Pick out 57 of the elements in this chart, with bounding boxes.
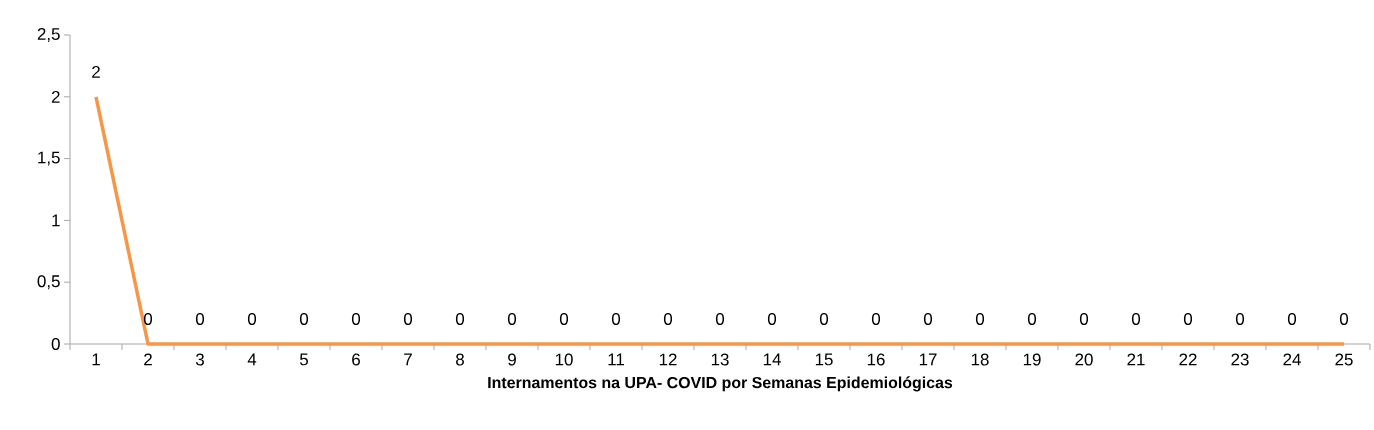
- x-tick-label: 20: [1075, 353, 1093, 366]
- x-axis-title: Internamentos na UPA- COVID por Semanas Epidemiológicas: [488, 376, 953, 392]
- data-label: 0: [403, 312, 413, 325]
- x-tick-label: 21: [1127, 353, 1145, 366]
- x-tick-label: 23: [1231, 353, 1249, 366]
- x-tick-label: 17: [919, 353, 937, 366]
- x-tick-label: 6: [352, 353, 360, 366]
- data-label: 0: [1183, 312, 1193, 325]
- x-tick-label: 1: [92, 353, 100, 366]
- data-label: 0: [247, 312, 257, 325]
- y-tick-label: 2,5: [37, 28, 60, 42]
- data-label: 0: [1235, 312, 1245, 325]
- x-tick-label: 19: [1023, 353, 1041, 366]
- x-tick-label: 14: [763, 353, 781, 366]
- y-tick-label: 0,5: [37, 275, 60, 290]
- data-label: 0: [299, 312, 309, 325]
- y-tick-label: 1: [52, 214, 60, 227]
- x-tick-label: 24: [1283, 353, 1301, 366]
- data-label: 0: [1287, 312, 1297, 325]
- data-label: 0: [351, 312, 361, 325]
- x-tick-label: 4: [247, 353, 257, 366]
- x-tick-label: 18: [971, 353, 989, 366]
- data-label: 0: [611, 312, 621, 325]
- data-label: 0: [715, 312, 725, 325]
- y-tick-label: 0: [51, 338, 60, 350]
- data-label: 0: [1131, 312, 1141, 325]
- data-label: 0: [1079, 312, 1089, 325]
- x-tick-label: 22: [1179, 353, 1197, 366]
- x-tick-label: 12: [659, 353, 677, 366]
- x-tick-label: 9: [508, 353, 516, 366]
- data-label: 0: [923, 312, 933, 325]
- x-tick-label: 16: [867, 353, 885, 366]
- x-tick-label: 10: [555, 353, 573, 366]
- data-label: 0: [455, 312, 465, 325]
- data-label: 0: [1027, 312, 1037, 325]
- data-label: 0: [871, 312, 881, 325]
- data-label: 2: [92, 65, 100, 78]
- data-label: 0: [767, 312, 777, 325]
- data-label: 0: [663, 312, 673, 325]
- y-tick-label: 1,5: [38, 151, 60, 166]
- x-tick-label: 15: [815, 353, 833, 366]
- x-tick-label: 5: [299, 353, 308, 366]
- data-label: 0: [143, 312, 153, 325]
- y-tick-label: 2: [51, 90, 60, 103]
- x-tick-label: 7: [404, 353, 412, 366]
- x-tick-label: 2: [144, 353, 152, 366]
- x-tick-label: 8: [456, 353, 464, 366]
- x-tick-label: 11: [608, 353, 624, 366]
- x-tick-label: 13: [711, 353, 729, 366]
- data-label: 0: [1339, 312, 1349, 325]
- x-tick-label: 3: [195, 353, 204, 366]
- data-label: 0: [819, 312, 829, 325]
- data-label: 0: [507, 312, 517, 325]
- x-tick-label: 25: [1335, 353, 1353, 366]
- data-label: 0: [195, 312, 205, 325]
- data-label: 0: [975, 312, 985, 325]
- data-label: 0: [559, 312, 569, 325]
